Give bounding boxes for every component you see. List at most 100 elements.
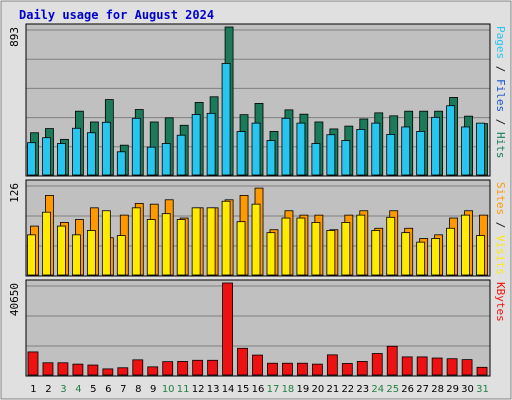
x-tick-label: 11 [177,384,190,395]
x-tick-label: 18 [282,384,295,395]
legend-part: KBytes [494,282,507,322]
legend-part: Sites [494,182,507,215]
legend-part: Hits [494,132,507,159]
bar-kbytes [102,368,114,376]
bar-kbytes [87,364,99,376]
bar-kbytes [132,359,144,376]
bar-sites [191,207,201,276]
bar-sites [476,235,485,276]
bar-files [191,114,201,176]
chart-panels: 893 Pages / Files / Hits 126 Sites / Visits… [8,23,507,377]
bar-sites [416,241,426,276]
x-tick-label: 9 [150,384,156,395]
x-tick-label: 30 [461,384,474,395]
chart-title: Daily usage for August 2024 [19,8,214,22]
panel-border [25,279,491,377]
bar-sites [101,210,111,276]
x-tick-label: 3 [60,384,66,395]
bar-files [341,140,351,176]
bar-sites [311,222,321,276]
x-tick-label: 28 [431,384,444,395]
bar-kbytes [42,362,54,376]
x-tick-label: 31 [476,384,489,395]
x-tick-label: 22 [341,384,354,395]
series-axis-label: Pages / Files / Hits [494,26,507,159]
x-tick-label: 17 [267,384,280,395]
bar-kbytes [386,345,398,376]
bar-sites [431,238,441,276]
x-tick-label: 25 [386,384,399,395]
bar-files [251,122,261,176]
bar-kbytes [476,366,488,376]
panel-border [25,179,491,277]
bar-sites [266,232,276,276]
x-tick-label: 15 [237,384,250,395]
bar-files [356,129,366,176]
bar-kbytes [401,356,413,376]
x-tick-label: 21 [326,384,339,395]
bar-files [296,122,306,176]
bar-sites [326,230,336,276]
bar-files [311,143,321,176]
bar-sites [176,219,186,276]
bar-kbytes [192,359,204,376]
bar-files [431,116,441,176]
bar-files [42,137,51,176]
bar-kbytes [431,357,443,376]
x-tick-label: 23 [356,384,369,395]
x-tick-label: 7 [120,384,126,395]
x-tick-label: 14 [222,384,235,395]
bar-kbytes [282,362,293,376]
x-tick-label: 29 [446,384,459,395]
y-axis-max-label: 893 [8,27,21,47]
panel-border [25,23,491,177]
legend-part: Pages [494,26,507,59]
bar-files [461,126,470,176]
bar-sites [221,200,231,276]
x-tick-label: 8 [135,384,141,395]
bar-files [266,140,276,176]
bar-files [101,121,111,176]
bar-sites [86,230,96,276]
bar-sites [386,216,396,276]
y-axis-max-label: 40650 [8,283,21,316]
bar-kbytes [326,354,338,376]
bar-sites [401,232,411,276]
bar-sites [446,227,455,276]
panel-bottom: 40650 KBytes [8,279,507,377]
bar-files [221,63,231,176]
bar-files [146,146,156,176]
bar-files [86,132,96,176]
bar-sites [57,225,66,276]
bar-sites [251,203,261,276]
bar-files [116,151,126,176]
x-tick-label: 24 [371,384,384,395]
bar-kbytes [117,367,129,376]
series-axis-label: KBytes [494,282,507,322]
series-axis-label: Sites / Visits [494,182,507,275]
bar-files [72,127,81,176]
bar-kbytes [177,361,189,376]
x-tick-label: 10 [162,384,175,395]
bar-files [476,122,485,176]
bar-kbytes [341,363,353,376]
x-tick-label: 12 [192,384,205,395]
legend-part: / [494,59,507,79]
bar-files [401,126,411,176]
legend-part: Visits [494,235,507,275]
x-tick-label: 13 [207,384,220,395]
bar-kbytes [72,363,84,376]
bar-kbytes [237,347,248,376]
legend-part: / [494,112,507,132]
legend-part: / [494,215,507,235]
bar-sites [236,221,246,276]
bar-files [416,131,426,176]
bar-sites [371,230,381,276]
bar-files [27,142,36,176]
x-tick-label: 2 [45,384,51,395]
bar-sites [206,207,216,276]
bar-kbytes [416,356,428,376]
bar-sites [131,207,141,276]
x-tick-label: 27 [416,384,429,395]
x-axis-day-labels: 1 2 3 4 5 6 7 8 9 10 11 12 13 14 15 16 17 18 19 20 21 22 23 24 2… [30,384,489,395]
